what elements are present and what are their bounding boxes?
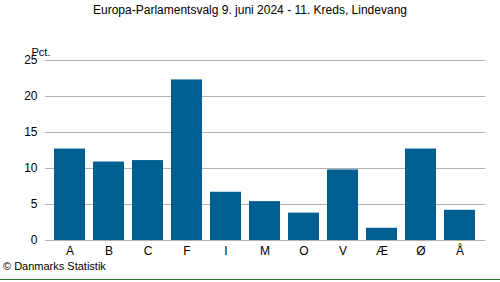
- svg-text:B: B: [105, 244, 113, 258]
- svg-text:F: F: [183, 244, 190, 258]
- svg-text:V: V: [339, 244, 347, 258]
- svg-text:Å: Å: [456, 243, 464, 258]
- svg-text:Æ: Æ: [376, 244, 388, 258]
- svg-text:5: 5: [31, 197, 38, 211]
- svg-text:10: 10: [24, 161, 38, 175]
- svg-text:Ø: Ø: [416, 244, 425, 258]
- svg-text:A: A: [66, 244, 74, 258]
- html-text:Europa-Parlamentsvalg 9. juni: Europa-Parlamentsvalg 9. juni 2024 - 11.…: [93, 3, 407, 17]
- svg-text:15: 15: [24, 125, 38, 139]
- svg-text:25: 25: [24, 53, 38, 68]
- svg-text:O: O: [299, 244, 308, 258]
- html-text:© Danmarks Statistik: © Danmarks Statistik: [3, 260, 106, 272]
- svg-text:0: 0: [31, 233, 38, 247]
- svg-text:20: 20: [24, 89, 38, 103]
- svg-text:Pct.: Pct.: [32, 46, 51, 58]
- svg-text:M: M: [260, 244, 270, 258]
- svg-text:C: C: [144, 244, 153, 258]
- svg-text:I: I: [224, 244, 227, 258]
